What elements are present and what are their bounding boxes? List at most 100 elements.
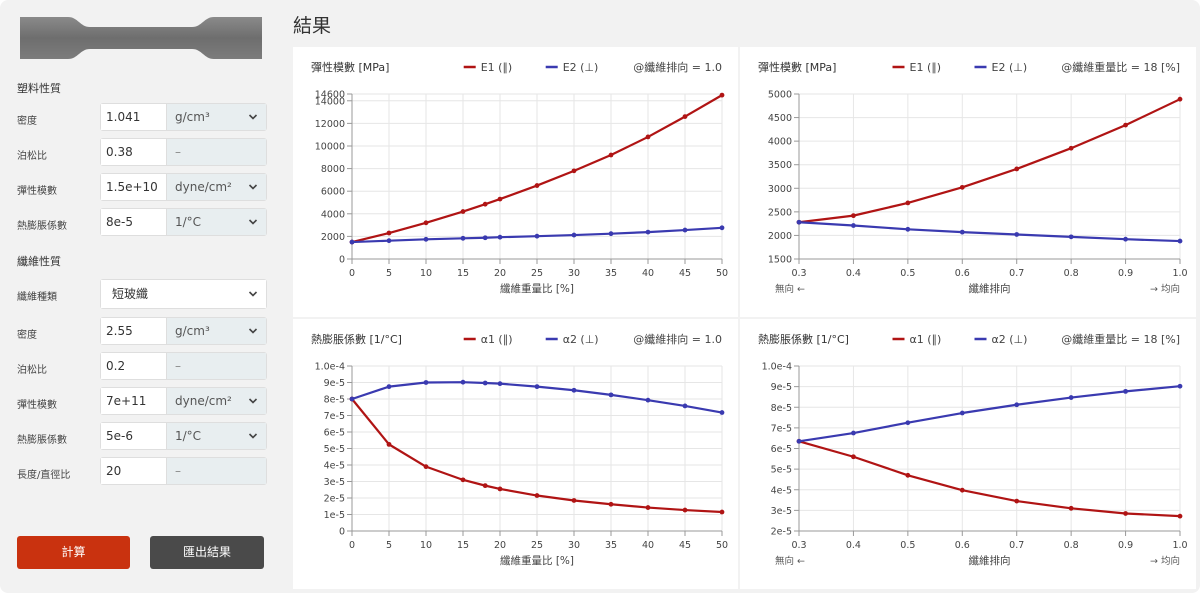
data-point[interactable]: [460, 209, 466, 214]
data-point[interactable]: [1123, 511, 1128, 516]
data-point[interactable]: [482, 235, 488, 241]
data-point[interactable]: [719, 410, 725, 415]
data-point[interactable]: [851, 213, 856, 219]
plastic-unit-select[interactable]: g/cm³: [167, 104, 266, 130]
data-point[interactable]: [682, 507, 688, 513]
data-point[interactable]: [608, 392, 614, 398]
legend-label[interactable]: E1 (∥): [910, 61, 942, 74]
data-point[interactable]: [1123, 236, 1128, 242]
data-point[interactable]: [645, 229, 651, 235]
data-point[interactable]: [386, 230, 392, 236]
data-point[interactable]: [905, 420, 911, 426]
data-point[interactable]: [851, 223, 856, 228]
data-point[interactable]: [482, 380, 488, 386]
data-point[interactable]: [571, 387, 577, 393]
legend-label[interactable]: E2 (⊥): [563, 61, 599, 74]
legend-label[interactable]: E1 (∥): [481, 61, 513, 74]
data-point[interactable]: [1123, 388, 1128, 394]
data-point[interactable]: [1177, 238, 1183, 244]
data-point[interactable]: [608, 152, 614, 158]
data-point[interactable]: [497, 234, 503, 240]
legend-label[interactable]: α2 (⊥): [992, 333, 1028, 346]
export-results-button[interactable]: 匯出結果: [150, 536, 264, 569]
data-point[interactable]: [386, 238, 392, 244]
data-point[interactable]: [719, 92, 725, 98]
legend-label[interactable]: α2 (⊥): [563, 333, 599, 346]
data-point[interactable]: [645, 397, 651, 403]
data-point[interactable]: [1177, 96, 1183, 102]
data-point[interactable]: [645, 134, 651, 140]
fiber-type-select[interactable]: 短玻纖: [100, 279, 267, 309]
fiber-value-input[interactable]: 7e+11: [101, 388, 167, 414]
data-point[interactable]: [959, 487, 965, 493]
fiber-value-input[interactable]: 20: [101, 458, 167, 484]
data-point[interactable]: [571, 232, 577, 238]
data-point[interactable]: [1014, 232, 1020, 237]
data-point[interactable]: [645, 505, 651, 510]
legend-label[interactable]: E2 (⊥): [992, 61, 1028, 74]
data-point[interactable]: [719, 509, 725, 515]
fiber-value-input[interactable]: 0.2: [101, 353, 167, 379]
data-point[interactable]: [1068, 234, 1074, 240]
data-point[interactable]: [534, 233, 540, 239]
data-point[interactable]: [423, 464, 429, 470]
data-point[interactable]: [423, 236, 429, 242]
plastic-value-input[interactable]: 1.041: [101, 104, 167, 130]
data-point[interactable]: [534, 183, 540, 188]
plastic-unit-select[interactable]: 1/°C: [167, 209, 266, 235]
fiber-unit-select[interactable]: dyne/cm²: [167, 388, 266, 414]
fiber-unit-select[interactable]: g/cm³: [167, 318, 266, 344]
data-point[interactable]: [682, 403, 688, 409]
data-point[interactable]: [959, 410, 965, 416]
data-point[interactable]: [386, 384, 392, 390]
data-point[interactable]: [1068, 395, 1074, 400]
plastic-value-input[interactable]: 0.38: [101, 139, 167, 165]
data-point[interactable]: [534, 493, 540, 498]
data-point[interactable]: [608, 231, 614, 237]
data-point[interactable]: [1123, 122, 1128, 128]
data-point[interactable]: [796, 219, 802, 225]
data-point[interactable]: [460, 477, 466, 483]
data-point[interactable]: [482, 201, 488, 207]
data-point[interactable]: [1014, 498, 1020, 504]
plastic-value-input[interactable]: 1.5e+10: [101, 174, 167, 200]
data-point[interactable]: [497, 486, 503, 492]
data-point[interactable]: [851, 454, 856, 460]
data-point[interactable]: [460, 235, 466, 241]
data-point[interactable]: [1177, 513, 1183, 519]
data-point[interactable]: [796, 438, 802, 444]
data-point[interactable]: [349, 396, 355, 402]
data-point[interactable]: [1014, 166, 1020, 172]
data-point[interactable]: [571, 498, 577, 503]
data-point[interactable]: [423, 220, 429, 226]
fiber-value-input[interactable]: 5e-6: [101, 423, 167, 449]
plastic-unit-select[interactable]: dyne/cm²: [167, 174, 266, 200]
data-point[interactable]: [349, 239, 355, 245]
data-point[interactable]: [851, 430, 856, 436]
data-point[interactable]: [1177, 383, 1183, 389]
data-point[interactable]: [1068, 145, 1074, 151]
data-point[interactable]: [682, 114, 688, 120]
data-point[interactable]: [905, 472, 911, 478]
data-point[interactable]: [959, 184, 965, 190]
data-point[interactable]: [482, 483, 488, 489]
data-point[interactable]: [386, 441, 392, 447]
data-point[interactable]: [1068, 505, 1074, 511]
data-point[interactable]: [959, 229, 965, 235]
plastic-value-input[interactable]: 8e-5: [101, 209, 167, 235]
data-point[interactable]: [571, 168, 577, 174]
data-point[interactable]: [534, 384, 540, 390]
calculate-button[interactable]: 計算: [17, 536, 130, 569]
data-point[interactable]: [608, 501, 614, 507]
data-point[interactable]: [497, 381, 503, 387]
data-point[interactable]: [905, 200, 911, 206]
legend-label[interactable]: α1 (∥): [481, 333, 513, 346]
data-point[interactable]: [719, 225, 725, 231]
data-point[interactable]: [905, 226, 911, 232]
legend-label[interactable]: α1 (∥): [910, 333, 942, 346]
data-point[interactable]: [682, 227, 688, 233]
data-point[interactable]: [423, 380, 429, 385]
fiber-unit-select[interactable]: 1/°C: [167, 423, 266, 449]
data-point[interactable]: [1014, 402, 1020, 408]
data-point[interactable]: [497, 196, 503, 202]
